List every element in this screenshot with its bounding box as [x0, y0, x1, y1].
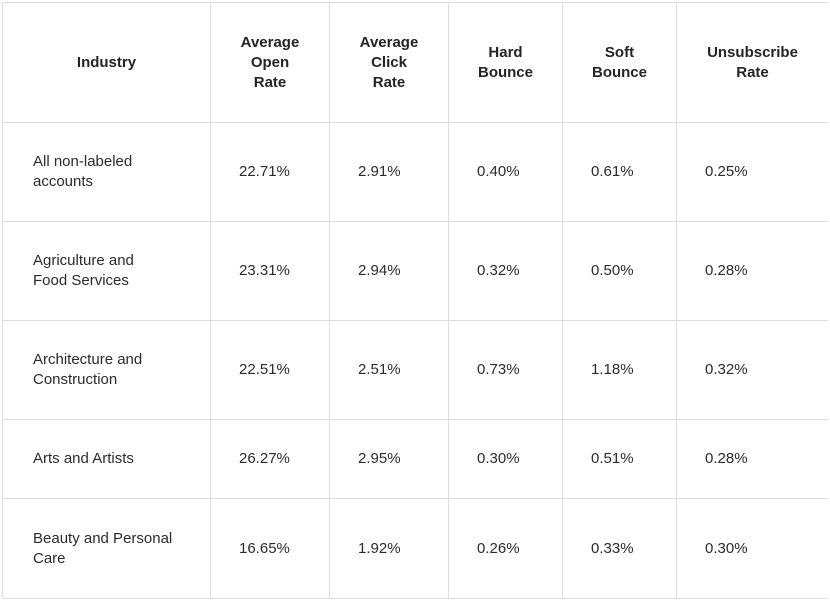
- header-average-open-rate: Average Open Rate: [210, 2, 330, 123]
- header-soft-bounce: Soft Bounce: [562, 2, 677, 123]
- cell-industry: Beauty and Personal Care: [2, 498, 211, 599]
- cell-hard-bounce: 0.73%: [448, 320, 563, 420]
- table-row: All non-labeled accounts 22.71% 2.91% 0.…: [2, 122, 828, 222]
- industry-line: All non-labeled: [33, 153, 133, 170]
- header-open-rate-line-3: Rate: [253, 73, 287, 91]
- header-hard-bounce-line-1: Hard: [488, 43, 523, 61]
- cell-open-rate: 22.71%: [210, 122, 330, 222]
- cell-industry: Arts and Artists: [2, 419, 211, 499]
- cell-click-rate: 2.91%: [329, 122, 449, 222]
- cell-hard-bounce: 0.32%: [448, 221, 563, 321]
- cell-soft-bounce: 0.50%: [562, 221, 677, 321]
- cell-open-rate: 16.65%: [210, 498, 330, 599]
- table-row: Beauty and Personal Care 16.65% 1.92% 0.…: [2, 498, 828, 599]
- industry-line: Agriculture and: [33, 252, 134, 269]
- cell-click-rate: 2.94%: [329, 221, 449, 321]
- industry-line: Food Services: [33, 272, 129, 289]
- table-row: Agriculture and Food Services 23.31% 2.9…: [2, 221, 828, 321]
- cell-soft-bounce: 0.33%: [562, 498, 677, 599]
- industry-line: accounts: [33, 173, 94, 190]
- cell-soft-bounce: 1.18%: [562, 320, 677, 420]
- header-soft-bounce-line-2: Bounce: [591, 63, 647, 81]
- cell-industry: Architecture and Construction: [2, 320, 211, 420]
- header-soft-bounce-line-1: Soft: [604, 43, 635, 61]
- industry-line: Beauty and Personal: [33, 529, 173, 547]
- table-body: All non-labeled accounts 22.71% 2.91% 0.…: [2, 122, 828, 599]
- cell-unsubscribe-rate: 0.28%: [676, 221, 828, 321]
- cell-open-rate: 26.27%: [210, 419, 330, 499]
- header-click-rate-line-1: Average: [359, 33, 419, 51]
- header-industry-line: Industry: [76, 53, 137, 71]
- header-click-rate-line-2: Click: [371, 53, 407, 71]
- header-click-rate-line-3: Rate: [372, 73, 406, 91]
- header-row: Industry Average Open Rate Average Click…: [2, 2, 828, 123]
- table-header: Industry Average Open Rate Average Click…: [2, 2, 828, 123]
- table-row: Arts and Artists 26.27% 2.95% 0.30% 0.51…: [2, 419, 828, 499]
- header-average-click-rate: Average Click Rate: [329, 2, 449, 123]
- cell-hard-bounce: 0.26%: [448, 498, 563, 599]
- cell-unsubscribe-rate: 0.30%: [676, 498, 828, 599]
- industry-line: Arts and Artists: [33, 450, 134, 467]
- cell-click-rate: 2.51%: [329, 320, 449, 420]
- table-row: Architecture and Construction 22.51% 2.5…: [2, 320, 828, 420]
- header-industry: Industry: [2, 2, 211, 123]
- cell-unsubscribe-rate: 0.28%: [676, 419, 828, 499]
- cell-soft-bounce: 0.51%: [562, 419, 677, 499]
- cell-hard-bounce: 0.30%: [448, 419, 563, 499]
- header-unsubscribe-line-2: Rate: [736, 63, 769, 81]
- cell-industry: Agriculture and Food Services: [2, 221, 211, 321]
- header-hard-bounce-line-2: Bounce: [477, 63, 533, 81]
- cell-click-rate: 1.92%: [329, 498, 449, 599]
- industry-line: Care: [33, 549, 66, 567]
- header-unsubscribe-line-1: Unsubscribe: [707, 43, 798, 61]
- header-open-rate-line-1: Average: [240, 33, 300, 51]
- cell-open-rate: 23.31%: [210, 221, 330, 321]
- header-hard-bounce: Hard Bounce: [448, 2, 563, 123]
- header-unsubscribe-rate: Unsubscribe Rate: [676, 2, 828, 123]
- cell-unsubscribe-rate: 0.25%: [676, 122, 828, 222]
- cell-unsubscribe-rate: 0.32%: [676, 320, 828, 420]
- cell-click-rate: 2.95%: [329, 419, 449, 499]
- cell-open-rate: 22.51%: [210, 320, 330, 420]
- header-open-rate-line-2: Open: [250, 53, 290, 71]
- cell-industry: All non-labeled accounts: [2, 122, 211, 222]
- industry-line: Architecture and: [33, 351, 143, 368]
- cell-soft-bounce: 0.61%: [562, 122, 677, 222]
- industry-line: Construction: [33, 371, 118, 388]
- cell-hard-bounce: 0.40%: [448, 122, 563, 222]
